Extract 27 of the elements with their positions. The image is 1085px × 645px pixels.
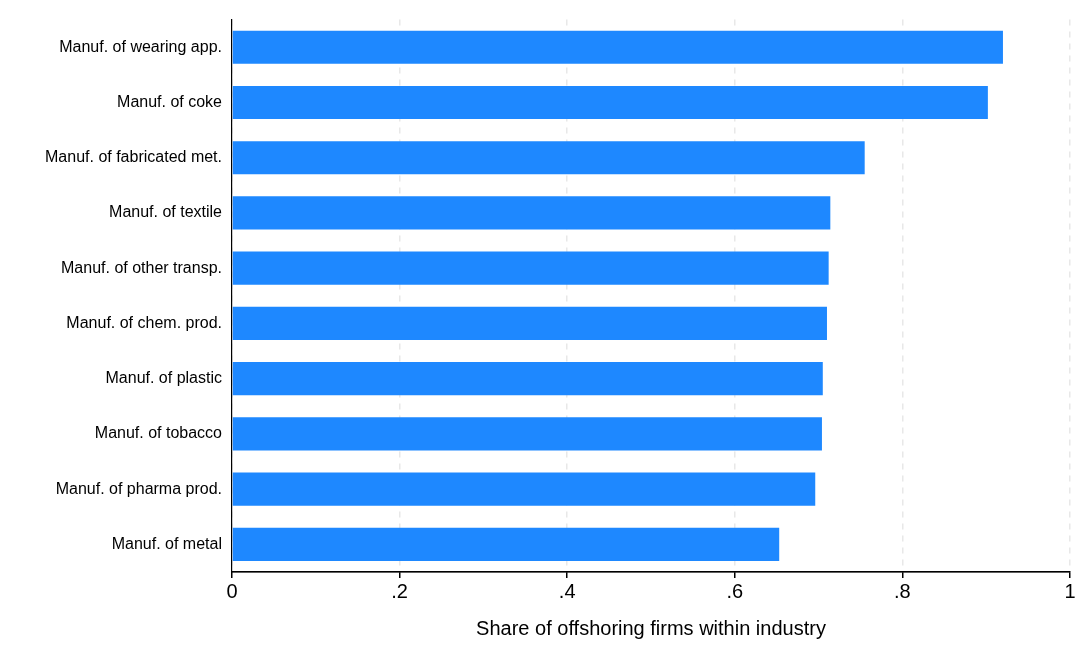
bar [232,472,816,506]
y-tick-label: Manuf. of chem. prod. [66,313,222,331]
x-tick-label: .8 [894,579,911,602]
y-tick-label: Manuf. of wearing app. [59,37,222,55]
bar [232,30,1003,64]
bar [232,527,780,561]
x-tick-label: 1 [1064,579,1076,602]
bar [232,196,831,230]
y-tick-label: Manuf. of tobacco [94,424,223,442]
bar [232,362,823,396]
x-tick-label: .2 [391,579,408,602]
y-tick-label: Manuf. of textile [109,203,223,221]
x-axis-title: Share of offshoring firms within industry [476,616,826,639]
bar [232,251,829,285]
y-tick-label: Manuf. of coke [117,92,223,110]
y-tick-label: Manuf. of pharma prod. [55,479,222,497]
x-tick-label: 0 [226,579,238,602]
y-tick-label: Manuf. of plastic [105,369,222,387]
x-tick-label: .4 [558,579,576,602]
bar [232,141,865,175]
bar [232,417,822,451]
x-tick-label: .6 [726,579,744,602]
bar [232,306,827,340]
bar [232,85,988,120]
y-tick-label: Manuf. of fabricated met. [45,148,222,166]
y-tick-label: Manuf. of metal [111,534,222,552]
y-tick-label: Manuf. of other transp. [61,258,222,276]
